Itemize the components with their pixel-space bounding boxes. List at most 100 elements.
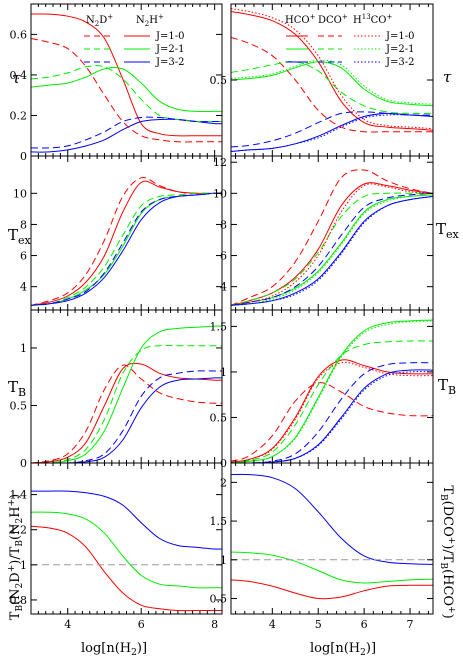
series-line-j21-hco-solid xyxy=(231,61,433,107)
panel-frame xyxy=(30,155,223,311)
panel-ratio-right: 0.5 1 1.5 2 4 5 6 7 xyxy=(210,462,434,631)
y-tick-label: 0.5 xyxy=(210,593,228,606)
series-line-j21-n2h-solid xyxy=(31,325,222,463)
series-line-j10-h13co-dotted xyxy=(231,361,433,463)
y-tick-label: 1 xyxy=(20,342,27,355)
series-line-j10-dco-dashed xyxy=(231,382,433,462)
ylabel-tau-right: τ xyxy=(443,68,452,86)
y-tick-label: 1 xyxy=(220,366,227,379)
legend-right-header-dcoplus: DCO+ xyxy=(318,13,348,26)
x-tick-label: 6 xyxy=(361,618,368,631)
legend-left-header-n2hplus: N2H+ xyxy=(136,13,164,28)
series-line-j21-n2d-dashed xyxy=(31,65,222,123)
panel-tex-left: 4 6 8 10 xyxy=(13,155,223,311)
xlabel-left: log[n(H2)] xyxy=(81,641,147,658)
panel-tau-left: 0 0.2 0.4 0.6 xyxy=(10,3,223,163)
series-line-j21-n2d-dashed xyxy=(31,192,222,306)
y-tick-label: 0 xyxy=(220,457,227,470)
y-tick-label: 1 xyxy=(20,559,27,572)
panel-tb-right: 0 0.5 1 1.5 xyxy=(210,309,434,470)
series-line-j10-h13co-dotted xyxy=(231,8,433,130)
series-line-j10-h13co-dotted xyxy=(231,183,433,306)
panel-tb-left: 00.51 xyxy=(10,309,223,470)
legend-right-header-h13coplus: H13CO+ xyxy=(353,13,393,26)
y-tick-label: 12 xyxy=(213,156,227,169)
y-tick-label: 10 xyxy=(13,187,27,200)
y-tick-label: 4 xyxy=(20,281,27,294)
panel-ratio-left: 0.8 1 1.2 1.4 4 6 8 xyxy=(10,462,223,631)
series-line-j10-solid xyxy=(231,579,433,600)
series-line-j32-dco-dashed xyxy=(231,192,433,306)
series-line-j21-h13co-dotted xyxy=(231,320,433,463)
series-line-j10-n2d-dashed xyxy=(31,364,222,463)
series-group xyxy=(231,473,433,600)
y-tick-label: 1.5 xyxy=(210,320,228,333)
x-tick-label: 4 xyxy=(269,618,276,631)
series-group xyxy=(231,319,433,463)
series-line-j21-n2d-dashed xyxy=(31,344,222,463)
legend-right-entry: J=2-1 xyxy=(385,44,415,55)
x-tick-label: 4 xyxy=(64,618,71,631)
y-tick-label: 0.8 xyxy=(10,594,28,607)
y-tick-label: 1 xyxy=(220,554,227,567)
xlabel-right: log[n(H2)] xyxy=(310,641,376,658)
ylabel-tb-right: TB xyxy=(438,376,456,397)
legend-left-entry: J=3-2 xyxy=(155,57,185,68)
panel-frame xyxy=(230,3,434,157)
legend-left-entry: J=2-1 xyxy=(155,44,185,55)
y-tick-label: 2 xyxy=(220,476,227,489)
series-group xyxy=(231,8,433,152)
series-line-j10-hco-solid xyxy=(231,359,433,463)
series-line-j32-solid xyxy=(31,490,222,550)
series-line-j10-hco-solid xyxy=(231,182,433,306)
y-tick-label: 0.4 xyxy=(10,69,28,82)
series-line-j21-n2h-solid xyxy=(31,66,222,113)
series-line-j10-dco-dashed xyxy=(231,36,433,133)
series-line-j32-n2h-solid xyxy=(31,377,222,463)
series-line-j21-n2h-solid xyxy=(31,192,222,306)
series-group xyxy=(231,169,433,306)
panel-tex-right: 4 6 8 10 12 xyxy=(213,155,434,311)
ylabel-ratio-right: TB(DCO+)/TB(HCO+) xyxy=(438,485,456,618)
x-tick-label: 7 xyxy=(407,618,414,631)
y-tick-label: 6 xyxy=(20,250,27,263)
series-line-j10-n2h-solid xyxy=(31,180,222,306)
series-line-j32-n2d-dashed xyxy=(31,370,222,463)
y-tick-label: 0.2 xyxy=(10,109,28,122)
series-line-j32-hco-solid xyxy=(231,112,433,152)
y-tick-label: 10 xyxy=(213,187,227,200)
legend-left-entry: J=1-0 xyxy=(155,31,185,42)
panel-frame xyxy=(30,309,223,464)
y-tick-label: 0 xyxy=(20,457,27,470)
ylabel-tb-left: TB xyxy=(8,378,26,399)
y-tick-label: 0 xyxy=(20,150,27,163)
y-tick-label: 0.5 xyxy=(10,399,28,412)
y-tick-label: 0.6 xyxy=(10,28,28,41)
series-group xyxy=(31,177,222,306)
legend-right-entry: J=1-0 xyxy=(385,31,415,42)
panel-frame xyxy=(230,462,434,615)
series-line-j32-solid xyxy=(231,473,433,565)
panel-frame xyxy=(30,3,223,157)
y-tick-label: 1.4 xyxy=(10,489,28,502)
series-line-j32-h13co-dotted xyxy=(231,114,433,152)
series-line-j10-solid xyxy=(31,525,222,612)
series-line-j32-h13co-dotted xyxy=(231,195,433,306)
series-line-j32-dco-dashed xyxy=(231,111,433,148)
series-line-j21-solid xyxy=(31,511,222,589)
series-line-j32-n2h-solid xyxy=(31,192,222,306)
y-tick-label: 1.5 xyxy=(210,515,228,528)
series-line-j32-hco-solid xyxy=(231,195,433,306)
ylabel-tex-left: Tex xyxy=(8,226,32,247)
x-tick-label: 8 xyxy=(211,618,218,631)
panel-frame xyxy=(30,462,223,615)
legend-left: N2D+ N2H+ J=1-0 J=2-1 J=3-2 xyxy=(84,13,185,68)
y-tick-label: 8 xyxy=(220,218,227,231)
series-line-j32-n2d-dashed xyxy=(31,192,222,306)
series-line-j21-hco-solid xyxy=(231,319,433,463)
series-line-j21-solid xyxy=(231,551,433,584)
y-tick-label: 8 xyxy=(20,218,27,231)
series-line-j32-dco-dashed xyxy=(231,362,433,463)
series-line-j10-n2d-dashed xyxy=(31,177,222,306)
